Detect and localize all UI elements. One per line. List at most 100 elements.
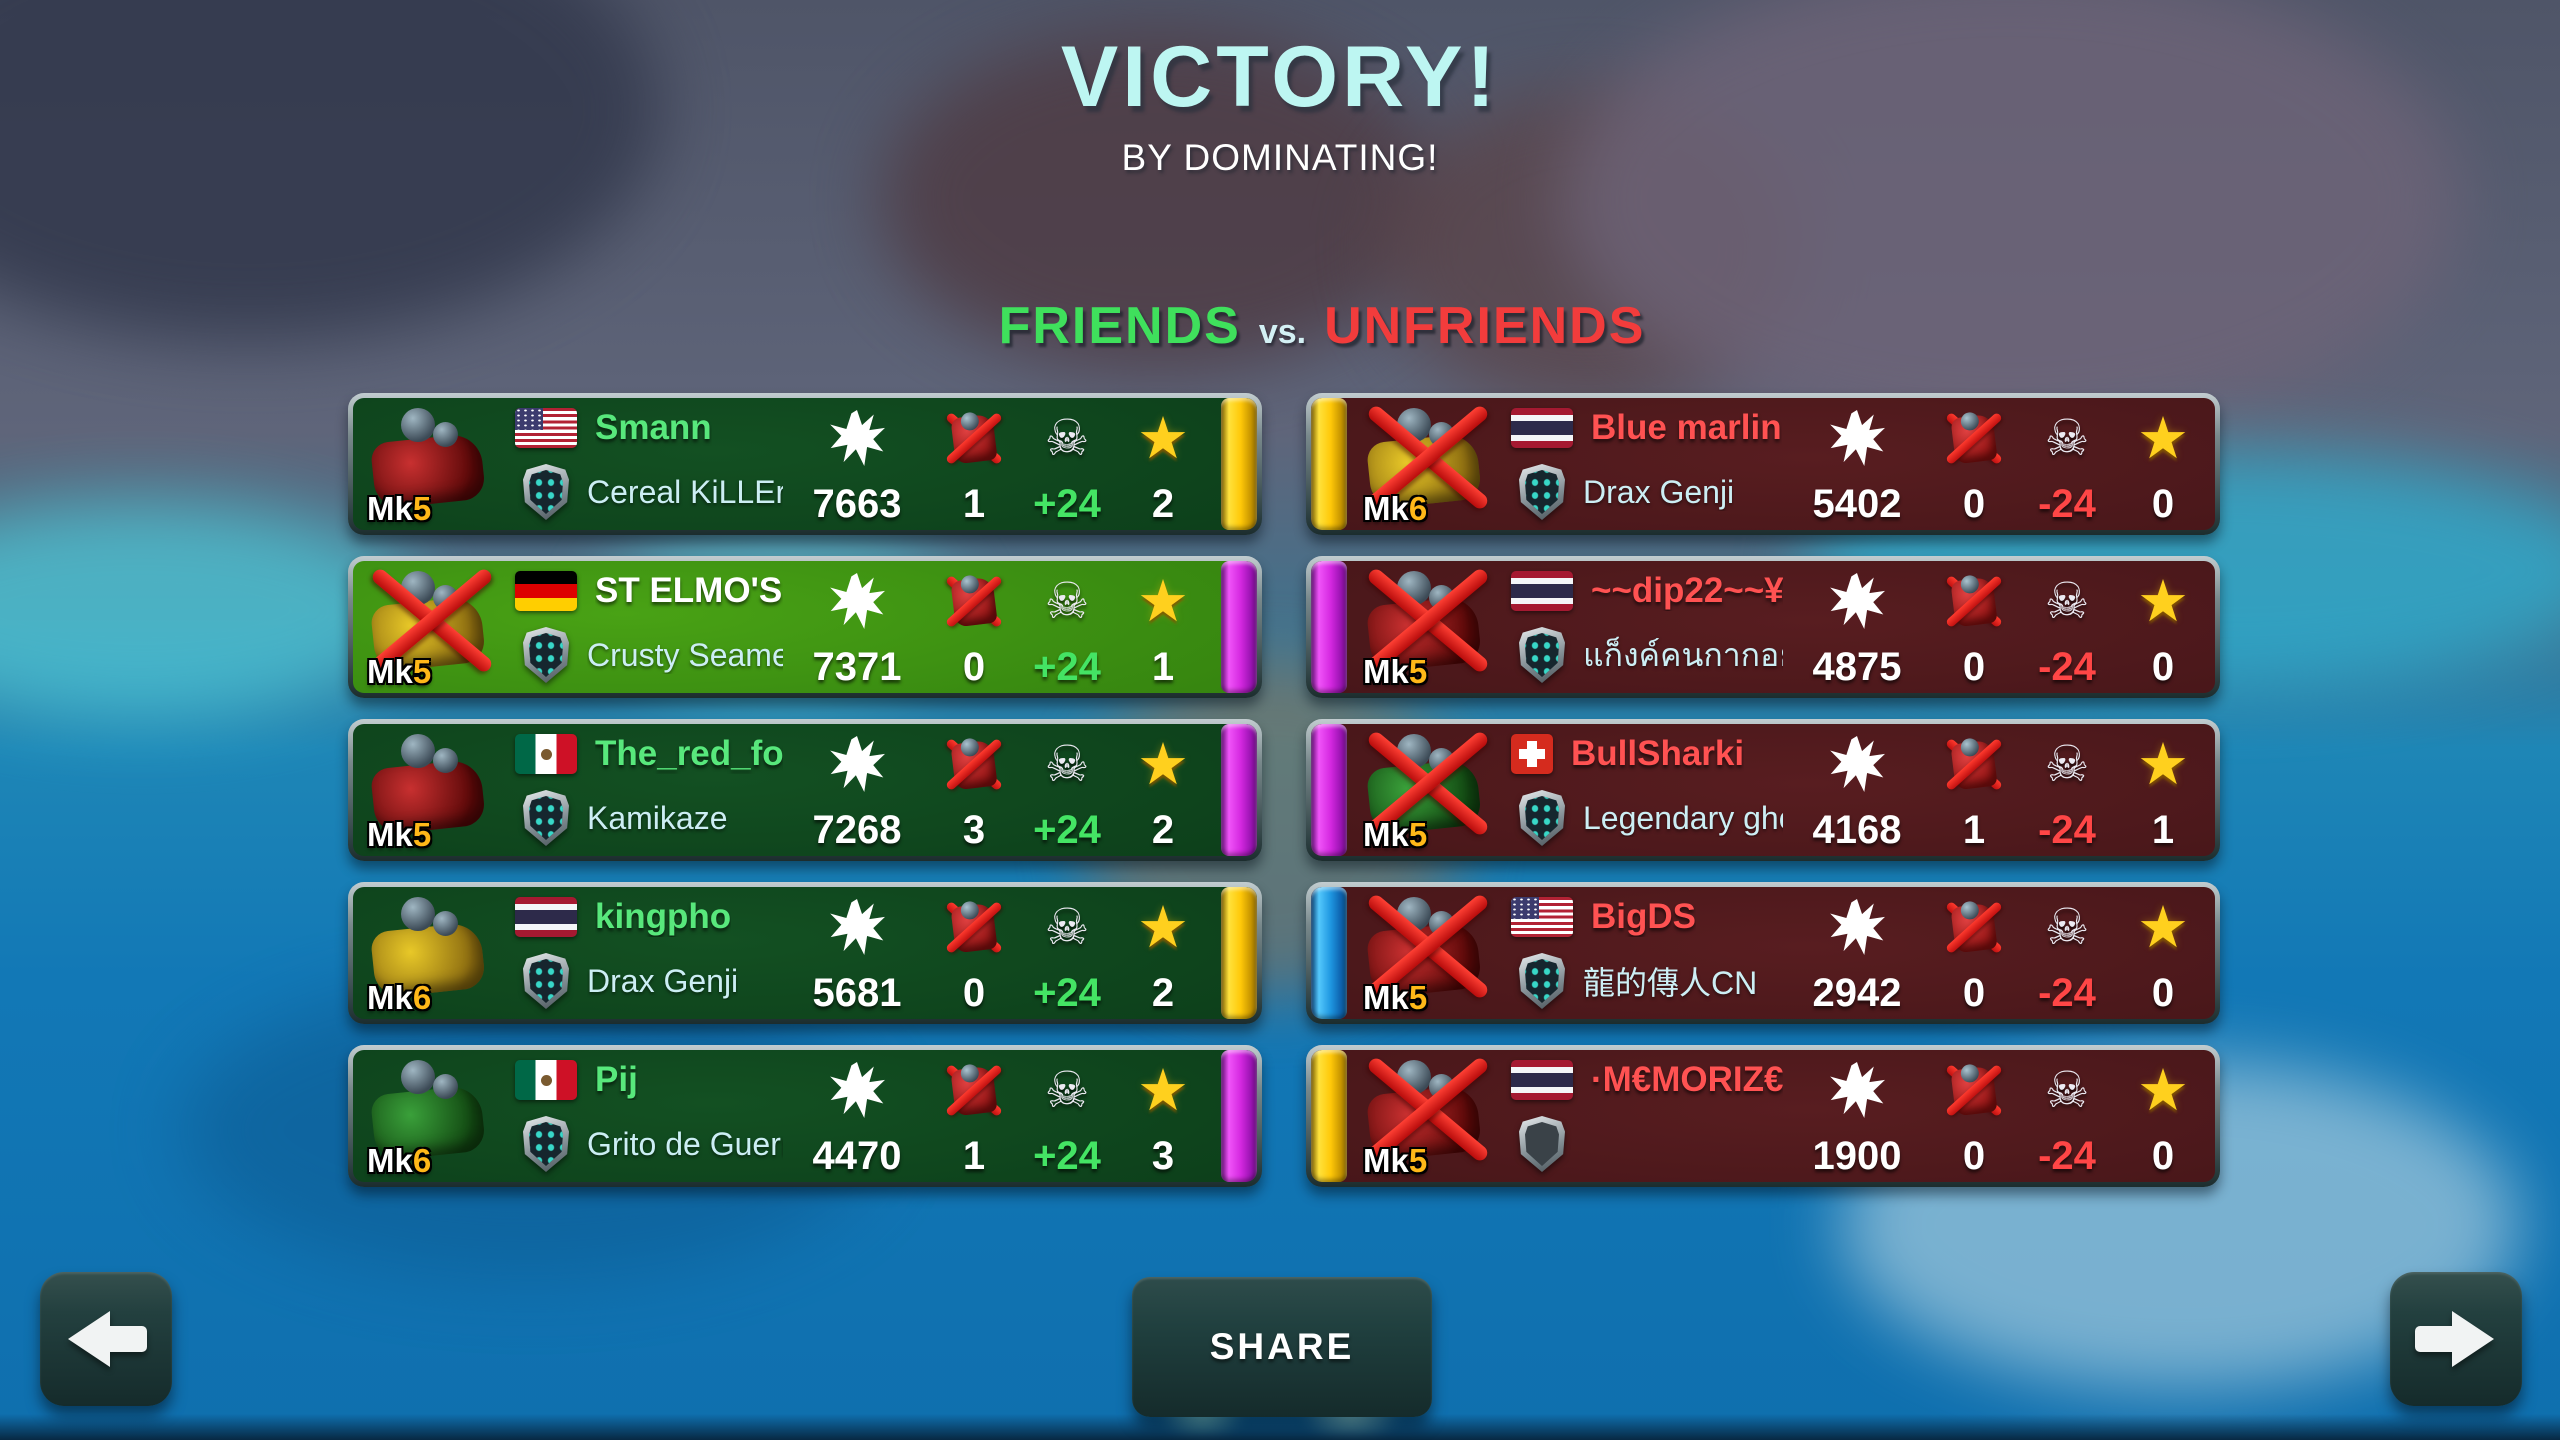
kills-icon <box>1942 735 2006 793</box>
star-icon: ★ <box>1137 1056 1189 1124</box>
league-accent-bar <box>1311 1050 1347 1182</box>
stars-value: 3 <box>1151 1134 1175 1178</box>
friends-column: Mk5 Smann Cereal KiLLErs 7663 <box>348 393 1262 1187</box>
guild-shield-icon <box>1519 1116 1565 1172</box>
rating-change-value: +24 <box>1033 971 1101 1015</box>
player-row[interactable]: Mk5 The_red_fox Kamikaze 7268 <box>348 719 1262 861</box>
country-flag-icon <box>515 734 577 774</box>
league-accent-bar <box>1221 398 1257 530</box>
kills-value: 3 <box>962 808 986 852</box>
star-icon: ★ <box>1137 893 1189 961</box>
player-stats: 2942 0 ☠ -24 ★ 0 <box>1783 887 2199 1019</box>
rating-skull-icon: ☠ <box>1044 409 1090 467</box>
player-stats: 4168 1 ☠ -24 ★ 1 <box>1783 724 2199 856</box>
boat-mk-label: Mk5 <box>1363 1142 1428 1179</box>
player-info: BullSharki Legendary ghosts <box>1511 724 1783 856</box>
player-stats: 7268 3 ☠ +24 ★ 2 <box>783 724 1199 856</box>
guild-name: Cereal KiLLErs <box>587 473 783 510</box>
next-arrow-button[interactable] <box>2390 1272 2522 1406</box>
friends-team-label: FRIENDS <box>998 297 1241 355</box>
player-info: Blue marlin Drax Genji <box>1511 398 1783 530</box>
damage-value: 4470 <box>812 1134 902 1178</box>
damage-value: 4875 <box>1812 645 1902 689</box>
kills-value: 0 <box>1962 1134 1986 1178</box>
country-flag-icon <box>1511 734 1553 774</box>
guild-name: Drax Genji <box>587 962 739 999</box>
player-row[interactable]: Mk5 ST ELMO'S FIRE Crusty Seamen 7371 <box>348 556 1262 698</box>
guild-shield-icon <box>1519 627 1565 683</box>
left-arrow-icon <box>68 1311 147 1367</box>
country-flag-icon <box>1511 1060 1573 1100</box>
star-icon: ★ <box>2137 567 2189 635</box>
damage-icon <box>1830 899 1885 955</box>
star-icon: ★ <box>2137 1056 2189 1124</box>
league-accent-bar <box>1221 887 1257 1019</box>
star-icon: ★ <box>1137 404 1189 472</box>
guild-shield-icon <box>523 1116 569 1172</box>
player-boat-avatar: Mk5 <box>363 724 515 856</box>
player-row[interactable]: Mk5 ·M€MORIZ€· 1900 <box>1306 1045 2220 1187</box>
vs-label: vs. <box>1258 313 1307 351</box>
damage-icon <box>1830 1062 1885 1118</box>
league-accent-bar <box>1221 724 1257 856</box>
player-info: ·M€MORIZ€· <box>1511 1050 1783 1182</box>
damage-icon <box>830 410 885 466</box>
guild-name: Crusty Seamen <box>587 636 783 673</box>
kills-icon <box>942 898 1006 956</box>
kills-value: 1 <box>1962 808 1986 852</box>
damage-value: 4168 <box>1812 808 1902 852</box>
guild-name: Legendary ghosts <box>1583 799 1783 836</box>
player-row[interactable]: Mk6 Pij Grito de Guerra 4470 <box>348 1045 1262 1187</box>
player-boat-avatar: Mk5 <box>363 561 515 693</box>
guild-shield-icon <box>523 953 569 1009</box>
guild-shield-icon <box>523 790 569 846</box>
boat-icon <box>369 406 491 510</box>
player-row[interactable]: Mk6 Blue marlin Drax Genji 5402 <box>1306 393 2220 535</box>
player-stats: 7371 0 ☠ +24 ★ 1 <box>783 561 1199 693</box>
unfriends-column: Mk6 Blue marlin Drax Genji 5402 <box>1306 393 2220 1187</box>
player-name: ST ELMO'S FIRE <box>595 571 783 610</box>
player-row[interactable]: Mk5 Smann Cereal KiLLErs 7663 <box>348 393 1262 535</box>
guild-shield-icon <box>1519 953 1565 1009</box>
league-accent-bar <box>1221 561 1257 693</box>
rating-skull-icon: ☠ <box>1044 572 1090 630</box>
share-button[interactable]: SHARE <box>1132 1277 1432 1417</box>
guild-shield-icon <box>523 627 569 683</box>
player-boat-avatar: Mk6 <box>1359 398 1511 530</box>
country-flag-icon <box>515 897 577 937</box>
kills-icon <box>942 1061 1006 1119</box>
kills-icon <box>942 409 1006 467</box>
player-info: ST ELMO'S FIRE Crusty Seamen <box>515 561 783 693</box>
unfriends-team-label: UNFRIENDS <box>1324 297 1646 355</box>
damage-value: 2942 <box>1812 971 1902 1015</box>
player-info: The_red_fox Kamikaze <box>515 724 783 856</box>
star-icon: ★ <box>2137 893 2189 961</box>
scoreboard: Mk5 Smann Cereal KiLLErs 7663 <box>348 393 2220 1187</box>
player-name: Pij <box>595 1060 638 1099</box>
country-flag-icon <box>1511 897 1573 937</box>
star-icon: ★ <box>2137 730 2189 798</box>
rating-change-value: +24 <box>1033 482 1101 526</box>
star-icon: ★ <box>1137 730 1189 798</box>
player-row[interactable]: Mk6 kingpho Drax Genji 5681 <box>348 882 1262 1024</box>
kills-value: 0 <box>1962 482 1986 526</box>
player-boat-avatar: Mk6 <box>363 1050 515 1182</box>
star-icon: ★ <box>1137 567 1189 635</box>
back-arrow-button[interactable] <box>40 1272 172 1406</box>
rating-change-value: +24 <box>1033 645 1101 689</box>
damage-icon <box>830 899 885 955</box>
player-row[interactable]: Mk5 BigDS 龍的傳人CN 2942 <box>1306 882 2220 1024</box>
star-icon: ★ <box>2137 404 2189 472</box>
player-name: kingpho <box>595 897 732 936</box>
player-info: kingpho Drax Genji <box>515 887 783 1019</box>
rating-change-value: -24 <box>2038 1134 2096 1178</box>
rating-skull-icon: ☠ <box>1044 898 1090 956</box>
kills-icon <box>1942 898 2006 956</box>
guild-name: 龍的傳人CN <box>1583 965 1758 1001</box>
player-row[interactable]: Mk5 ~~dip22~~¥¥€€$$ แก็งค์คนกากอย่าด่าแร… <box>1306 556 2220 698</box>
stars-value: 0 <box>2151 482 2175 526</box>
player-name: ~~dip22~~¥¥€€$$ <box>1591 571 1783 610</box>
rating-skull-icon: ☠ <box>2044 572 2090 630</box>
player-row[interactable]: Mk5 BullSharki Legendary ghosts 4168 <box>1306 719 2220 861</box>
player-info: BigDS 龍的傳人CN <box>1511 887 1783 1019</box>
